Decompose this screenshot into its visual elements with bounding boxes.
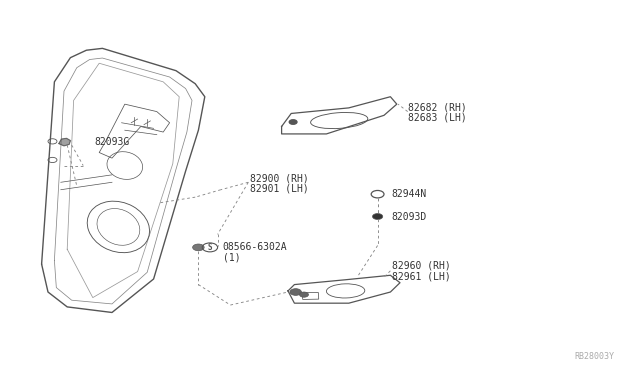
Text: 82961 (LH): 82961 (LH) <box>392 271 451 281</box>
Polygon shape <box>59 138 70 146</box>
Circle shape <box>300 292 308 297</box>
Text: 82682 (RH): 82682 (RH) <box>408 102 467 112</box>
Text: 82093G: 82093G <box>95 137 130 147</box>
Text: 82960 (RH): 82960 (RH) <box>392 261 451 271</box>
Text: RB28003Y: RB28003Y <box>575 352 614 361</box>
Text: 82093D: 82093D <box>392 212 427 221</box>
Text: 08566-6302A: 08566-6302A <box>223 243 287 252</box>
Circle shape <box>372 214 383 219</box>
Text: (1): (1) <box>223 253 241 262</box>
Circle shape <box>290 289 301 295</box>
Text: 82683 (LH): 82683 (LH) <box>408 112 467 122</box>
Circle shape <box>289 120 297 124</box>
Text: 82944N: 82944N <box>392 189 427 199</box>
Text: S: S <box>207 243 212 252</box>
Text: 82901 (LH): 82901 (LH) <box>250 184 308 193</box>
Bar <box>302 292 319 299</box>
Circle shape <box>193 244 204 251</box>
Text: 82900 (RH): 82900 (RH) <box>250 174 308 183</box>
